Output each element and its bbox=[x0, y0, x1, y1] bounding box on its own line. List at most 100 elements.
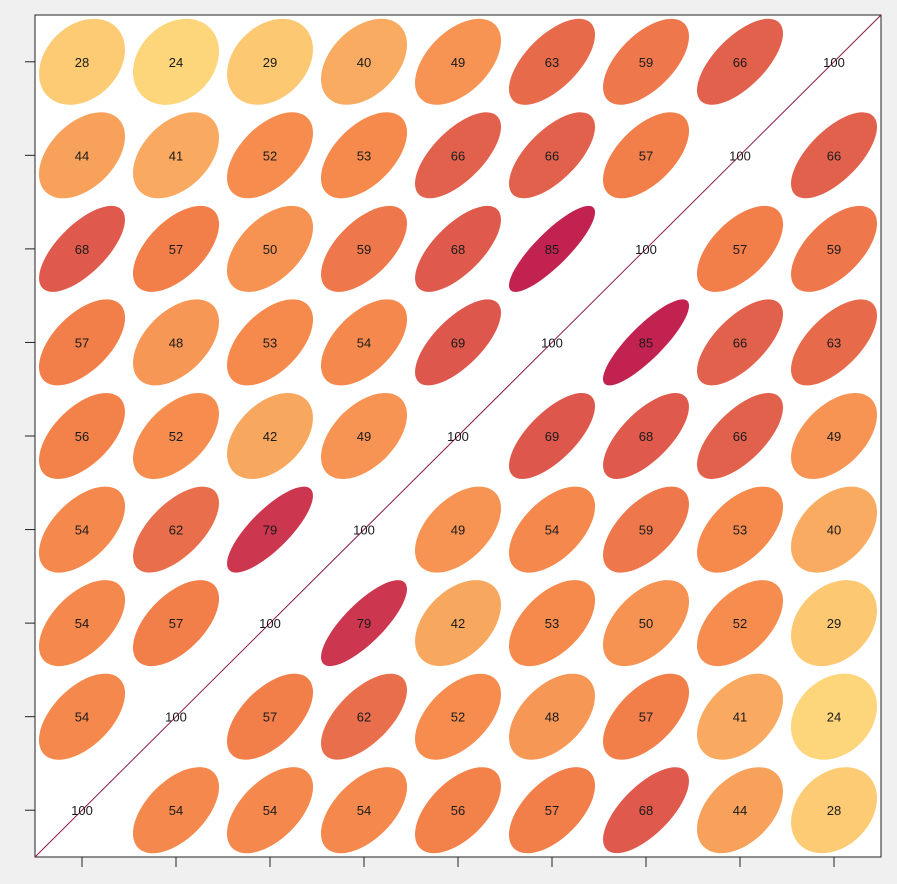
axis-ticks bbox=[25, 61, 835, 867]
correlation-ellipse bbox=[415, 767, 501, 854]
cell-value-label: 68 bbox=[639, 803, 653, 818]
correlation-ellipse bbox=[603, 393, 689, 479]
cell-value-label: 28 bbox=[75, 55, 89, 70]
correlation-ellipse bbox=[227, 486, 313, 573]
cell-value-label: 79 bbox=[263, 523, 277, 538]
cell-value-label: 53 bbox=[263, 335, 277, 350]
cell-value-label: 79 bbox=[357, 616, 371, 631]
cell-value-label: 53 bbox=[357, 148, 371, 163]
correlation-ellipse bbox=[321, 673, 407, 760]
correlation-ellipse bbox=[226, 299, 314, 386]
cell-value-label: 41 bbox=[733, 710, 747, 725]
cell-value-label: 57 bbox=[639, 148, 653, 163]
correlation-ellipse bbox=[602, 673, 690, 760]
correlation-ellipse bbox=[415, 673, 501, 760]
cell-value-label: 57 bbox=[75, 335, 89, 350]
cell-value-label: 49 bbox=[357, 429, 371, 444]
cell-value-label: 49 bbox=[451, 55, 465, 70]
cell-value-label: 54 bbox=[169, 803, 183, 818]
cell-value-label: 24 bbox=[827, 710, 841, 725]
cell-value-label: 28 bbox=[827, 803, 841, 818]
cell-value-label: 59 bbox=[639, 55, 653, 70]
correlation-ellipse bbox=[603, 486, 689, 573]
cell-value-label: 100 bbox=[259, 616, 281, 631]
correlation-ellipse bbox=[508, 580, 596, 667]
correlation-ellipse bbox=[603, 18, 689, 105]
correlation-ellipse bbox=[790, 486, 878, 573]
cell-value-label: 54 bbox=[75, 523, 89, 538]
cell-value-label: 66 bbox=[733, 55, 747, 70]
cells-layer: 28 24 29 40 49 63 59 66 100 44 41 52 53 66 66 57 100 66 68… bbox=[34, 14, 882, 858]
correlation-ellipse bbox=[227, 393, 313, 479]
cell-value-label: 57 bbox=[169, 616, 183, 631]
cell-value-label: 66 bbox=[827, 148, 841, 163]
cell-value-label: 63 bbox=[827, 335, 841, 350]
cell-value-label: 59 bbox=[827, 242, 841, 257]
cell-value-label: 40 bbox=[357, 55, 371, 70]
cell-value-label: 52 bbox=[169, 429, 183, 444]
correlation-ellipse bbox=[226, 205, 314, 292]
cell-value-label: 48 bbox=[169, 335, 183, 350]
correlation-ellipse bbox=[321, 205, 407, 292]
cell-value-label: 54 bbox=[75, 710, 89, 725]
correlation-ellipse bbox=[38, 486, 126, 573]
correlation-ellipse bbox=[38, 580, 126, 667]
correlation-ellipse bbox=[227, 18, 313, 105]
correlation-ellipse bbox=[508, 205, 596, 292]
cell-value-label: 54 bbox=[263, 803, 277, 818]
cell-value-label: 54 bbox=[545, 523, 559, 538]
correlation-ellipse bbox=[791, 205, 877, 292]
correlation-ellipse bbox=[790, 112, 878, 199]
cell-value-label: 66 bbox=[451, 148, 465, 163]
correlation-ellipse bbox=[414, 112, 502, 199]
correlation-ellipse bbox=[320, 18, 408, 105]
cell-value-label: 54 bbox=[357, 803, 371, 818]
cell-value-label: 40 bbox=[827, 523, 841, 538]
cell-value-label: 57 bbox=[169, 242, 183, 257]
cell-value-label: 57 bbox=[263, 710, 277, 725]
correlation-ellipse bbox=[414, 18, 502, 105]
cell-value-label: 59 bbox=[357, 242, 371, 257]
correlation-ellipse bbox=[133, 393, 219, 479]
cell-value-label: 50 bbox=[639, 616, 653, 631]
cell-value-label: 52 bbox=[263, 148, 277, 163]
correlation-ellipse bbox=[320, 112, 408, 199]
correlation-ellipse bbox=[790, 392, 878, 480]
correlation-ellipse bbox=[696, 18, 784, 105]
cell-value-label: 52 bbox=[733, 616, 747, 631]
cell-value-label: 49 bbox=[451, 523, 465, 538]
correlation-ellipse bbox=[226, 767, 314, 854]
correlation-ellipse bbox=[790, 673, 878, 760]
cell-value-label: 42 bbox=[451, 616, 465, 631]
correlation-ellipse bbox=[39, 18, 125, 105]
cell-value-label: 85 bbox=[545, 242, 559, 257]
cell-value-label: 68 bbox=[75, 242, 89, 257]
cell-value-label: 48 bbox=[545, 710, 559, 725]
cell-value-label: 69 bbox=[545, 429, 559, 444]
cell-value-label: 100 bbox=[541, 335, 563, 350]
cell-value-label: 57 bbox=[639, 710, 653, 725]
cell-value-label: 63 bbox=[545, 55, 559, 70]
cell-value-label: 42 bbox=[263, 429, 277, 444]
cell-value-label: 44 bbox=[75, 148, 89, 163]
correlation-ellipse bbox=[508, 767, 596, 854]
correlation-ellipse bbox=[38, 112, 126, 199]
correlation-ellipse bbox=[132, 205, 220, 292]
correlation-ellipse bbox=[38, 673, 126, 760]
cell-value-label: 41 bbox=[169, 148, 183, 163]
correlation-ellipse bbox=[508, 486, 596, 573]
cell-value-label: 100 bbox=[165, 710, 187, 725]
correlation-ellipse bbox=[320, 767, 408, 854]
correlation-ellipse bbox=[602, 112, 690, 199]
correlation-ellipse bbox=[508, 18, 596, 105]
correlation-ellipse bbox=[696, 486, 784, 573]
cell-value-label: 50 bbox=[263, 242, 277, 257]
correlation-ellipse bbox=[133, 486, 219, 573]
correlation-ellipse bbox=[227, 112, 313, 199]
cell-value-label: 100 bbox=[729, 148, 751, 163]
correlation-ellipse bbox=[602, 580, 690, 667]
correlation-ellipse bbox=[791, 767, 877, 854]
correlation-ellipse bbox=[39, 393, 125, 479]
cell-value-label: 100 bbox=[635, 242, 657, 257]
